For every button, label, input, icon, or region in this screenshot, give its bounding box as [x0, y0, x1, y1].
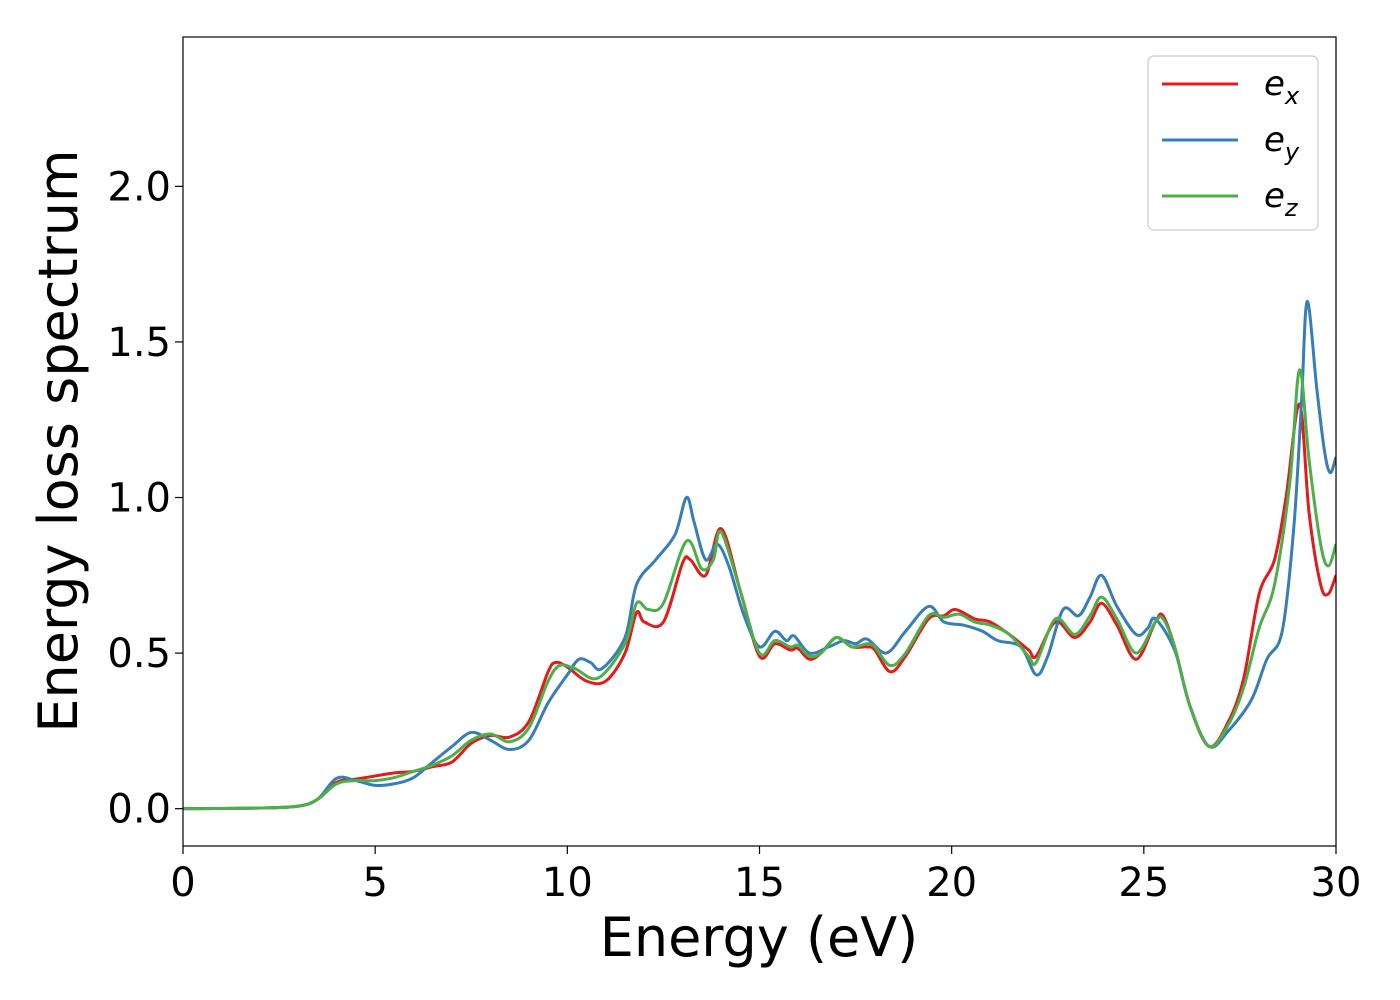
legend-label-e-y: ey: [1264, 120, 1300, 166]
y-tick-label: 0.0: [107, 787, 171, 833]
x-tick-label: 20: [926, 860, 977, 906]
x-tick-label: 10: [542, 860, 593, 906]
legend: ex ey ez: [1147, 55, 1319, 231]
x-tick-label: 15: [734, 860, 785, 906]
x-tick-label: 30: [1311, 860, 1362, 906]
y-tick-label: 1.5: [107, 320, 171, 366]
series-line-e-y: [183, 299, 1336, 811]
y-tick-label: 1.0: [107, 476, 171, 522]
y-axis-label: Energy loss spectrum: [27, 149, 90, 732]
legend-box: [1147, 55, 1319, 231]
y-axis-ticks: 0.0 0.5 1.0 1.5 2.0: [107, 164, 183, 833]
series-line-e-x: [183, 402, 1336, 811]
x-tick-label: 5: [362, 860, 387, 906]
legend-label-e-z: ez: [1264, 176, 1299, 222]
x-axis-label: Energy (eV): [600, 906, 919, 969]
legend-items: ex ey ez: [1162, 64, 1300, 222]
y-tick-label: 0.5: [107, 631, 171, 677]
x-tick-label: 0: [170, 860, 195, 906]
x-tick-label: 25: [1118, 860, 1169, 906]
series-layer: [183, 299, 1336, 811]
series-line-e-z: [183, 368, 1336, 811]
y-tick-label: 2.0: [107, 164, 171, 210]
x-axis-ticks: 0 5 10 15 20 25 30: [170, 846, 1361, 906]
legend-label-e-x: ex: [1264, 64, 1300, 110]
